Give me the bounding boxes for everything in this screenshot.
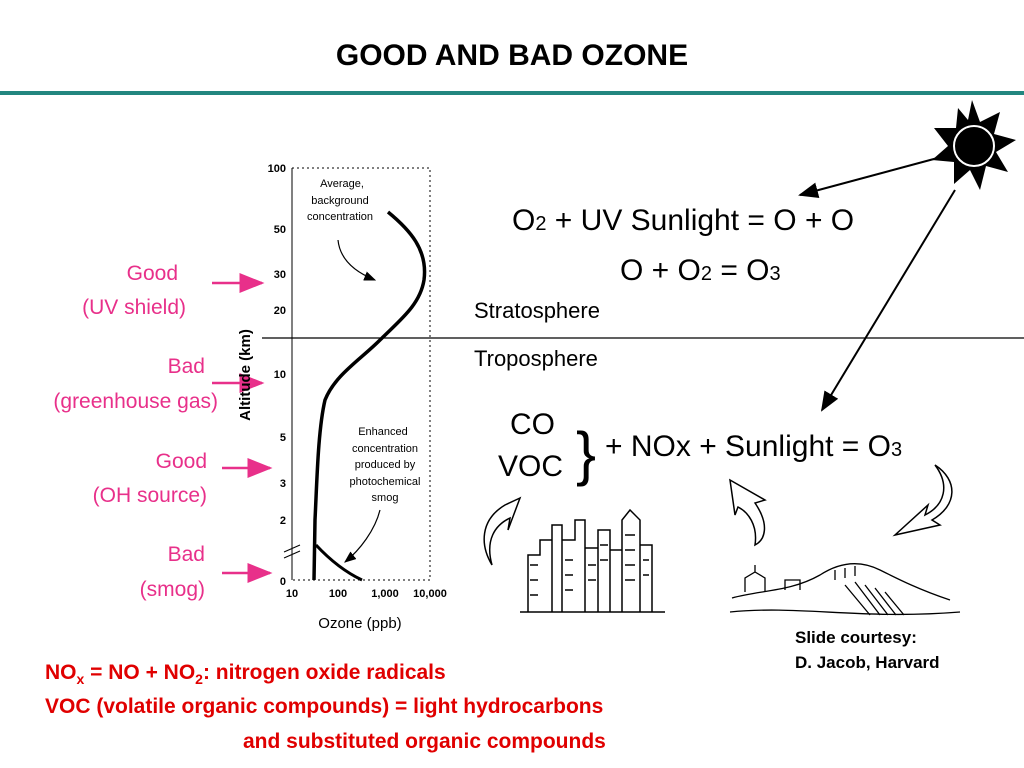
- y-tick-label: 50: [274, 224, 286, 236]
- x-axis-label: Ozone (ppb): [318, 615, 401, 632]
- x-tick-label: 10,000: [413, 588, 447, 600]
- text-part: + UV Sunlight = O + O: [546, 204, 854, 237]
- y-tick-label: 10: [274, 369, 286, 381]
- text-part: 2: [701, 263, 712, 285]
- text-part: NO: [45, 661, 77, 684]
- text-part: 3: [891, 439, 902, 461]
- side-label: Bad: [168, 355, 205, 378]
- note: Enhanced: [358, 426, 408, 438]
- note: produced by: [355, 459, 416, 471]
- y-tick-label: 2: [280, 515, 286, 527]
- layer-label: Stratosphere: [474, 298, 600, 323]
- y-tick-label: 3: [280, 478, 286, 490]
- species: VOC: [498, 450, 563, 483]
- credit: Slide courtesy:: [795, 628, 917, 647]
- footnote: VOC (volatile organic compounds) = light…: [45, 695, 603, 718]
- y-tick-label: 5: [280, 432, 286, 444]
- y-axis-label: Altitude (km): [237, 329, 254, 421]
- footnote: and substituted organic compounds: [243, 730, 606, 753]
- note: Average,: [320, 178, 364, 190]
- x-tick-label: 10: [286, 588, 298, 600]
- text-part: x: [77, 671, 85, 687]
- smog-profile: [314, 543, 363, 582]
- text-part: O + O: [620, 254, 701, 287]
- text-part: = O: [712, 254, 770, 287]
- title-rule: [0, 91, 1024, 95]
- equation: O2 + UV Sunlight = O + O: [512, 204, 854, 237]
- side-label: (smog): [140, 578, 205, 601]
- credit: D. Jacob, Harvard: [795, 653, 940, 672]
- title: GOOD AND BAD OZONE: [336, 39, 688, 72]
- y-tick-label: 30: [274, 269, 286, 281]
- text-part: = NO + NO: [84, 661, 195, 684]
- equation: O + O2 = O3: [620, 254, 781, 287]
- x-tick-label: 1,000: [371, 588, 399, 600]
- footnote: NOx = NO + NO2: nitrogen oxide radicals: [45, 661, 446, 687]
- profile-plot: 100 50 30 20 10 5 3 2 0 10 100 1,000 10,…: [237, 163, 447, 632]
- note: smog: [372, 492, 399, 504]
- sun-rays: [798, 155, 956, 412]
- text-part: 2: [535, 213, 546, 235]
- side-label: Good: [156, 450, 207, 473]
- y-tick-label: 100: [268, 163, 286, 175]
- note: concentration: [352, 443, 418, 455]
- note: background: [311, 195, 369, 207]
- side-labels: Good (UV shield) Bad (greenhouse gas) Go…: [53, 262, 218, 601]
- cycle-arrows: [483, 464, 953, 566]
- text-part: + NOx + Sunlight = O: [605, 430, 891, 463]
- text-part: 3: [770, 263, 781, 285]
- y-tick-label: 0: [280, 576, 286, 588]
- side-label: (UV shield): [82, 296, 186, 319]
- y-tick-label: 20: [274, 305, 286, 317]
- side-label: Good: [127, 262, 178, 285]
- ozone-profile: [312, 210, 427, 581]
- layer-label: Troposphere: [474, 346, 598, 371]
- city: [520, 508, 665, 613]
- brace: }: [576, 420, 596, 487]
- side-arrows: [212, 273, 273, 583]
- note: photochemical: [350, 476, 421, 488]
- farm: [729, 563, 961, 616]
- note: concentration: [307, 211, 373, 223]
- text-part: O: [512, 204, 535, 237]
- side-label: Bad: [168, 543, 205, 566]
- x-tick-label: 100: [329, 588, 347, 600]
- text-part: : nitrogen oxide radicals: [203, 661, 446, 684]
- side-label: (OH source): [93, 484, 207, 507]
- species: CO: [510, 408, 555, 441]
- equation: + NOx + Sunlight = O3: [605, 430, 902, 463]
- text-part: 2: [195, 671, 203, 687]
- sun: [932, 100, 1016, 190]
- side-label: (greenhouse gas): [53, 390, 218, 413]
